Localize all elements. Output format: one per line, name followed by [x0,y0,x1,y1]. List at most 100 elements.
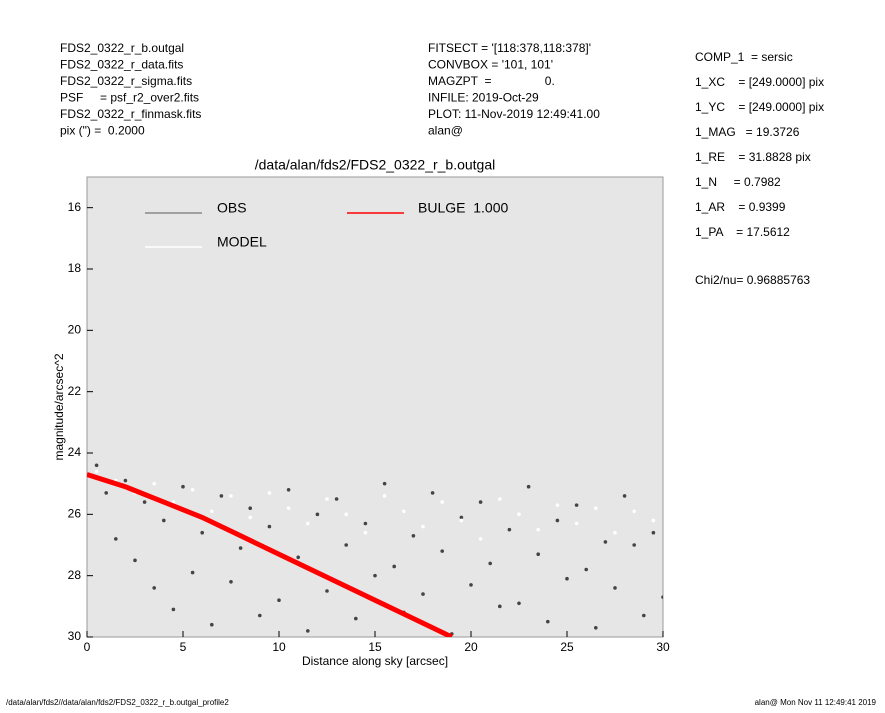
data-point [94,469,99,474]
data-point [190,488,195,492]
header-text: alan@ [428,124,463,138]
y-tick-label: 18 [68,261,82,275]
x-tick-label: 30 [656,640,670,654]
header-text: FDS2_0322_r_finmask.fits [60,107,201,121]
data-point [267,524,272,529]
data-point [373,573,377,578]
data-point [574,503,579,507]
header-text: COMP_1 = sersic [695,50,793,64]
data-point [229,494,233,498]
data-point [267,491,272,495]
data-point [363,521,368,526]
data-point [507,527,512,532]
x-tick-label: 15 [368,640,382,654]
data-point [430,491,435,495]
data-point [229,580,233,584]
data-point [613,530,617,535]
header-text: FITSECT = '[118:378,118:378]' [428,41,591,55]
data-point [162,518,166,523]
data-point [248,506,252,511]
data-point [152,481,156,486]
data-point [584,567,588,572]
data-point [200,530,204,535]
header-text: CONVBOX = '101, 101' [428,58,553,72]
legend-label: MODEL [217,234,267,250]
data-point [248,515,252,520]
data-point [498,604,502,609]
data-point [286,488,291,492]
data-point [478,500,483,504]
data-point [363,530,368,535]
data-point [478,537,483,541]
data-point [498,497,502,501]
x-axis-label: Distance along sky [arcsec] [302,654,448,668]
plot-area [86,176,664,638]
data-point [219,494,224,498]
y-tick-label: 22 [68,384,82,398]
data-point [402,509,406,514]
data-point [421,524,425,529]
data-point [181,484,185,489]
header-text: pix (") = 0.2000 [60,124,145,138]
data-point [286,506,291,511]
legend-label: OBS [217,200,247,216]
data-point [382,481,387,486]
y-axis-label: magnitude/arcsec^2 [52,353,66,460]
data-point [334,497,339,501]
header-text: 1_N = 0.7982 [695,175,781,189]
data-point [536,552,540,556]
header-text: MAGZPT = 0. [428,74,555,88]
data-point [296,555,301,560]
data-point [171,607,176,612]
data-point [142,500,147,504]
data-point [517,512,521,517]
footer-left: /data/alan/fds2//data/alan/fds2/FDS2_032… [6,698,229,707]
data-point [306,521,310,526]
data-point [344,543,349,547]
footer-right: alan@ Mon Nov 11 12:49:41 2019 [755,698,877,707]
data-point [459,518,464,523]
data-point [632,543,636,547]
data-point [642,613,646,618]
data-point [210,622,214,627]
header-text: PSF = psf_r2_over2.fits [60,91,199,105]
chi2: Chi2/nu= 0.96885763 [695,273,810,287]
x-tick-label: 25 [560,640,574,654]
data-point [306,629,310,633]
header-text: FDS2_0322_r_data.fits [60,58,183,72]
y-tick-label: 24 [68,445,82,459]
data-point [325,497,329,501]
data-point [469,583,473,587]
data-point [382,494,387,498]
y-tick-label: 16 [68,200,82,214]
data-point [651,530,656,535]
data-point [392,564,397,569]
data-point [190,570,195,575]
data-point [613,586,617,590]
header-text: 1_AR = 0.9399 [695,200,786,214]
data-point [632,509,636,514]
model-curve [87,472,453,637]
header-text: 1_XC = [249.0000] pix [695,75,824,89]
data-point [315,512,320,517]
x-tick-label: 10 [272,640,286,654]
data-point [421,592,425,596]
x-tick-label: 20 [464,640,478,654]
data-point [114,537,118,541]
data-point [411,534,416,538]
header-text: 1_YC = [249.0000] pix [695,100,824,114]
data-point [152,586,156,590]
x-tick-label: 5 [180,640,187,654]
data-point [277,598,281,602]
data-point [574,521,579,526]
data-point [133,558,137,563]
chart-title: /data/alan/fds2/FDS2_0322_r_b.outgal [255,157,496,173]
header-text: PLOT: 11-Nov-2019 12:49:41.00 [428,107,600,121]
data-point [94,463,99,468]
data-point [258,613,262,618]
data-point [440,500,445,504]
header-text: 1_PA = 17.5612 [695,225,790,239]
data-point [238,546,243,550]
data-point [565,576,569,581]
